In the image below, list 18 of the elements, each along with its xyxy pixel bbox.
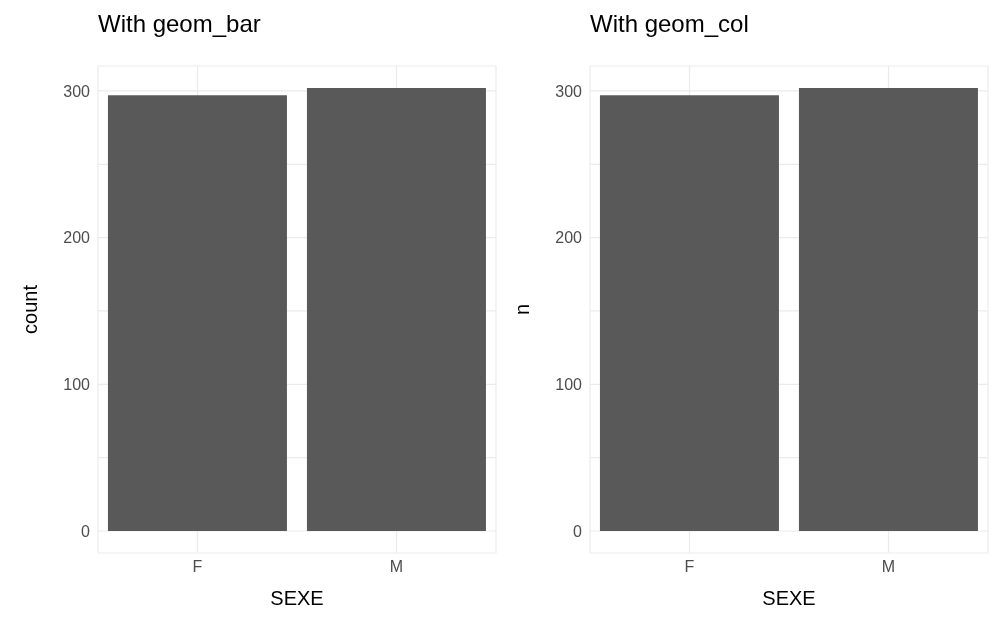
y-axis-title: n [511,303,534,316]
x-axis-title: SEXE [762,587,816,609]
x-axis-title: SEXE [270,587,324,609]
x-tick-label: F [192,558,203,576]
y-tick-label: 300 [63,82,91,100]
y-axis-title: count [19,284,42,334]
chart-title: With geom_col [590,10,749,38]
x-tick-label: M [389,558,404,576]
y-tick-label: 0 [573,522,583,540]
x-tick-label: F [684,558,695,576]
y-tick-label: 100 [555,375,583,393]
x-tick-label: M [881,558,896,576]
y-tick-label: 100 [63,375,91,393]
y-tick-label: 200 [63,229,91,247]
chart-title: With geom_bar [98,10,261,38]
y-tick-label: 200 [555,229,583,247]
y-tick-label: 0 [81,522,91,540]
y-tick-label: 300 [555,82,583,100]
